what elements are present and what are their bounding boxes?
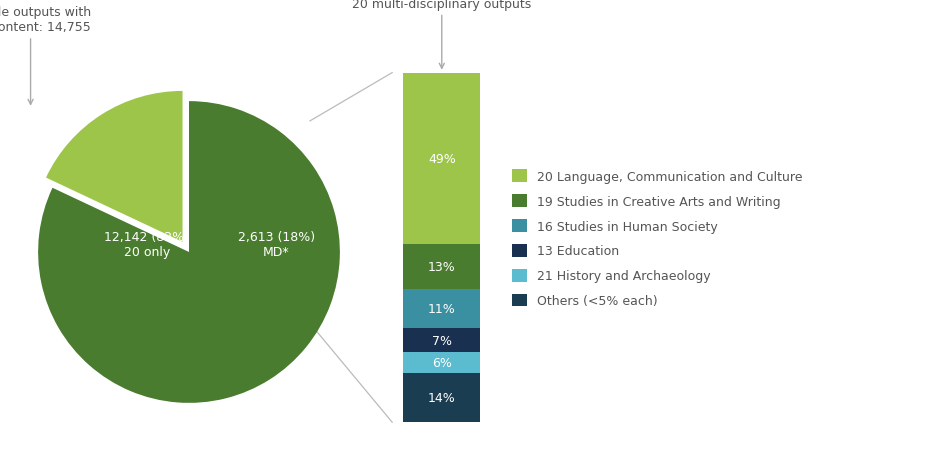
Bar: [403, 353, 480, 374]
Bar: [403, 290, 480, 328]
Wedge shape: [46, 92, 182, 242]
Text: Apportioned content of
20 multi-disciplinary outputs: Apportioned content of 20 multi-discipli…: [352, 0, 531, 69]
Text: 2,613 (18%)
MD*: 2,613 (18%) MD*: [238, 231, 314, 259]
Text: 11%: 11%: [428, 302, 455, 315]
Text: 13%: 13%: [428, 261, 455, 274]
Text: 6%: 6%: [431, 357, 451, 369]
Text: 49%: 49%: [428, 152, 455, 165]
Bar: [403, 73, 480, 244]
Wedge shape: [38, 102, 340, 403]
Bar: [403, 328, 480, 353]
Text: Whole outputs with
20 content: 14,755: Whole outputs with 20 content: 14,755: [0, 6, 91, 105]
Bar: [403, 374, 480, 422]
Text: 12,142 (82%)
20 only: 12,142 (82%) 20 only: [104, 231, 189, 259]
Bar: [403, 244, 480, 290]
Text: 7%: 7%: [431, 334, 451, 347]
Legend: 20 Language, Communication and Culture, 19 Studies in Creative Arts and Writing,: 20 Language, Communication and Culture, …: [512, 170, 801, 308]
Text: 14%: 14%: [428, 392, 455, 404]
